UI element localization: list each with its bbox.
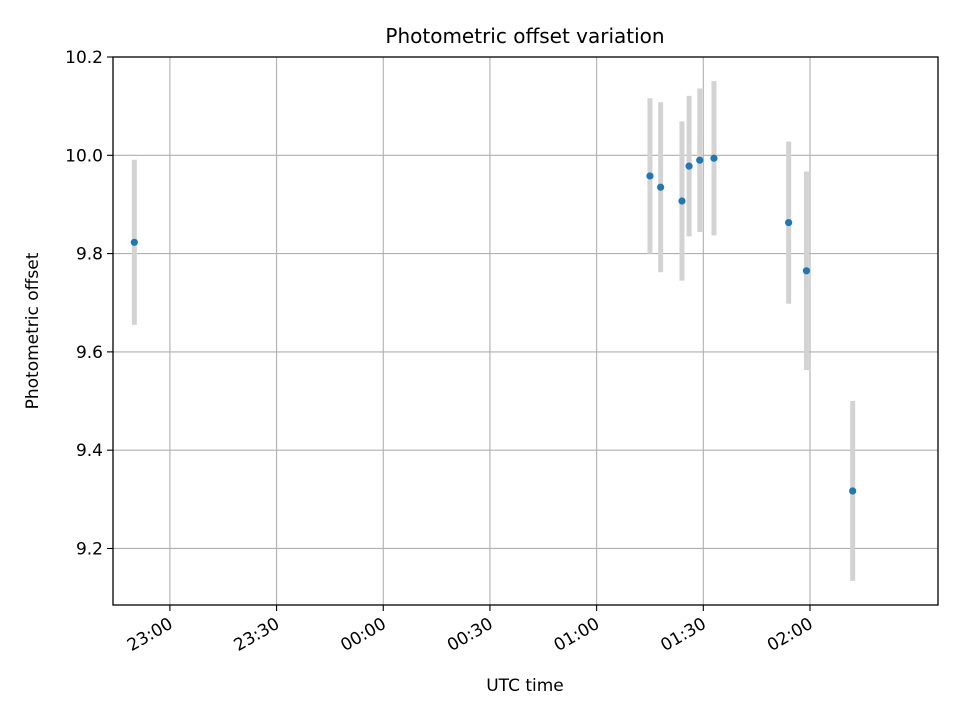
data-points [130,154,857,495]
y-tick-label: 10.0 [65,146,103,166]
data-point [710,154,718,162]
data-point [849,487,857,495]
y-tick-label: 9.6 [76,343,103,363]
y-tick-label: 9.2 [76,539,103,559]
data-point [785,219,793,227]
y-axis-ticks: 9.2 9.4 9.6 9.8 10.0 10.2 [65,48,113,559]
plot-frame [112,56,939,606]
data-point [685,162,693,170]
y-tick-label: 10.2 [65,48,103,68]
data-point [678,197,686,205]
data-point [696,156,704,164]
data-point [130,238,138,246]
y-axis-label: Photometric offset [23,252,43,409]
chart-title: Photometric offset variation [385,24,664,48]
data-point [657,183,665,191]
data-point [646,172,654,180]
y-tick-label: 9.4 [76,441,103,461]
x-axis-label: UTC time [486,676,564,696]
data-point [802,267,811,275]
y-tick-label: 9.8 [76,245,103,265]
